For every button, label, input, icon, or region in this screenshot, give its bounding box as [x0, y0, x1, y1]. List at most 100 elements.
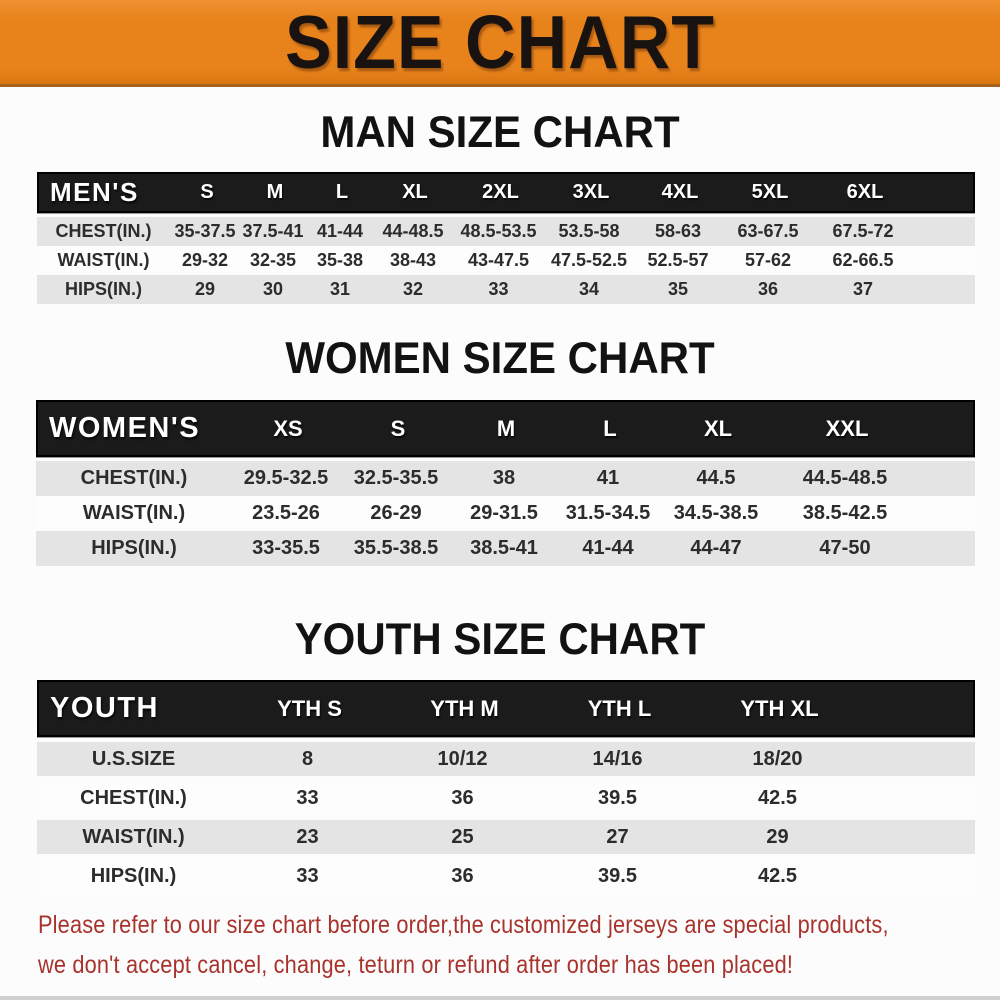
women-size-table: WOMEN'S XS S M L XL XXL CHEST(IN.) 29.5-32.5 32.5… [36, 400, 975, 566]
size-value: 44.5 [696, 467, 736, 489]
size-value: 8 [301, 747, 314, 770]
size-value: 47.5-52.5 [550, 250, 628, 270]
size-value: 31 [329, 279, 351, 299]
size-value: 33 [296, 786, 319, 809]
measure-row-label: U.S.SIZE [91, 747, 176, 770]
size-value: 36 [757, 279, 779, 299]
size-value: 39.5 [598, 864, 637, 887]
size-column-header: 4XL [661, 181, 699, 203]
size-value: 27 [606, 825, 629, 848]
size-value: 42.5 [758, 864, 797, 887]
size-value: 33-35.5 [252, 537, 320, 559]
size-value: 41 [596, 467, 620, 489]
size-value: 41-44 [582, 537, 634, 559]
measure-row-label: HIPS(IN.) [91, 537, 177, 559]
women-table-header: WOMEN'S XS S M L XL XXL [36, 400, 975, 457]
size-value: 44-48.5 [382, 221, 444, 241]
size-value: 39.5 [598, 786, 637, 809]
size-value: 23 [296, 825, 319, 848]
size-column-header: YTH S [277, 695, 342, 721]
table-corner-label: WOMEN'S [49, 412, 201, 444]
size-column-header: L [335, 181, 349, 203]
size-column-header: L [603, 415, 617, 441]
size-value: 33 [296, 864, 319, 887]
youth-section-heading: YOUTH SIZE CHART [294, 613, 706, 664]
men-size-table: MEN'S S M L XL 2XL 3XL 4XL 5XL 6XL CHEST(IN.) 35-37… [37, 172, 975, 304]
youth-table-header: YOUTH YTH S YTH M YTH L YTH XL [37, 680, 975, 737]
size-column-header: XXL [825, 415, 869, 441]
size-column-header: S [390, 415, 406, 441]
bottom-edge-strip [0, 996, 1000, 1000]
size-value: 32 [402, 279, 424, 299]
size-column-header: 5XL [751, 181, 789, 203]
measure-row-label: HIPS(IN.) [90, 864, 177, 887]
size-value: 33 [488, 279, 509, 299]
size-value: 35-38 [316, 250, 364, 270]
footer-line-1: Please refer to our size chart before or… [38, 911, 889, 939]
banner-title: SIZE CHART [285, 0, 715, 85]
size-value: 62-66.5 [832, 250, 894, 270]
size-value: 26-29 [370, 502, 422, 524]
size-value: 34 [578, 279, 600, 299]
size-column-header: M [266, 181, 284, 203]
table-corner-label: MEN'S [50, 177, 139, 207]
size-value: 34.5-38.5 [673, 502, 759, 524]
size-value: 35-37.5 [174, 221, 236, 241]
size-value: 43-47.5 [467, 250, 530, 270]
table-corner-label: YOUTH [50, 692, 159, 724]
measure-row-label: WAIST(IN.) [57, 250, 150, 270]
men-table-header: MEN'S S M L XL 2XL 3XL 4XL 5XL 6XL [37, 172, 975, 213]
women-table-row: CHEST(IN.) 29.5-32.5 32.5-35.5 38 41 44.5 44.5… [36, 461, 975, 496]
men-table-row: HIPS(IN.) 29 30 31 32 33 34 35 36 37 [37, 275, 975, 304]
size-column-header: YTH M [430, 695, 499, 721]
women-table-row: WAIST(IN.) 23.5-26 26-29 29-31.5 31.5-34.5 34… [36, 496, 975, 531]
youth-table-row: WAIST(IN.) 23 25 27 29 [37, 820, 975, 854]
youth-size-table: YOUTH YTH S YTH M YTH L YTH XL U.S.SIZE 8 10/12… [37, 680, 975, 898]
size-column-header: XL [402, 181, 428, 203]
size-value: 53.5-58 [558, 221, 620, 241]
size-value: 18/20 [752, 747, 803, 770]
size-value: 38.5-41 [470, 537, 538, 559]
size-value: 36 [451, 786, 474, 809]
size-column-header: YTH XL [740, 695, 819, 721]
youth-table-row: CHEST(IN.) 33 36 39.5 42.5 [37, 781, 975, 815]
size-value: 38.5-42.5 [802, 502, 888, 524]
size-value: 38-43 [389, 250, 437, 270]
size-value: 42.5 [758, 786, 797, 809]
size-value: 44.5-48.5 [802, 467, 888, 489]
measure-row-label: CHEST(IN.) [55, 221, 152, 241]
size-value: 63-67.5 [737, 221, 799, 241]
youth-table-row: U.S.SIZE 8 10/12 14/16 18/20 [37, 742, 975, 776]
size-value: 29 [194, 279, 216, 299]
footer-line-2: we don't accept cancel, change, teturn o… [38, 951, 794, 979]
size-value: 30 [262, 279, 284, 299]
size-value: 32.5-35.5 [353, 467, 439, 489]
size-value: 41-44 [316, 221, 364, 241]
size-value: 52.5-57 [647, 250, 709, 270]
size-value: 67.5-72 [832, 221, 894, 241]
size-value: 58-63 [654, 221, 702, 241]
women-section-heading: WOMEN SIZE CHART [285, 332, 715, 383]
measure-row-label: WAIST(IN.) [82, 502, 186, 524]
size-value: 47-50 [819, 537, 871, 559]
men-table-row: WAIST(IN.) 29-32 32-35 35-38 38-43 43-47.5 47.… [37, 246, 975, 275]
size-value: 36 [451, 864, 474, 887]
size-value: 10/12 [437, 747, 488, 770]
size-column-header: 3XL [572, 181, 610, 203]
size-value: 29 [766, 825, 789, 848]
size-value: 35.5-38.5 [353, 537, 439, 559]
measure-row-label: HIPS(IN.) [64, 279, 142, 299]
measure-row-label: WAIST(IN.) [82, 825, 185, 848]
size-value: 25 [451, 825, 474, 848]
size-value: 29.5-32.5 [243, 467, 329, 489]
size-value: 29-32 [181, 250, 229, 270]
size-value: 35 [667, 279, 689, 299]
women-table-row: HIPS(IN.) 33-35.5 35.5-38.5 38.5-41 41-44 44-… [36, 531, 975, 566]
measure-row-label: CHEST(IN.) [80, 786, 187, 809]
size-column-header: 6XL [846, 181, 884, 203]
youth-table-row: HIPS(IN.) 33 36 39.5 42.5 [37, 859, 975, 893]
measure-row-label: CHEST(IN.) [80, 467, 188, 489]
size-value: 31.5-34.5 [565, 502, 651, 524]
size-value: 32-35 [249, 250, 297, 270]
size-value: 23.5-26 [252, 502, 320, 524]
